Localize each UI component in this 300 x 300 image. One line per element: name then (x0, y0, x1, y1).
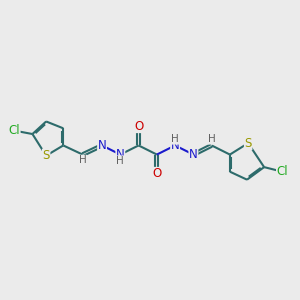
Text: N: N (189, 148, 198, 161)
Text: Cl: Cl (8, 124, 20, 137)
Text: O: O (134, 119, 143, 133)
Text: H: H (208, 134, 215, 144)
Text: N: N (98, 139, 106, 152)
Text: Cl: Cl (277, 165, 288, 178)
Text: N: N (116, 148, 125, 161)
Text: S: S (244, 137, 252, 150)
Text: H: H (79, 155, 86, 165)
Text: H: H (116, 156, 124, 166)
Text: N: N (171, 139, 179, 152)
Text: O: O (152, 167, 161, 181)
Text: H: H (171, 134, 179, 144)
Text: S: S (43, 149, 50, 162)
